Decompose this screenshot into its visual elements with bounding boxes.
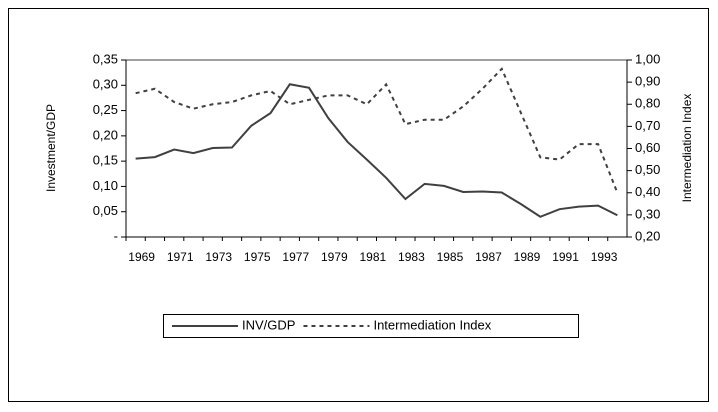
- y-tick-label: 0,05: [93, 203, 118, 218]
- series-line: [135, 67, 619, 194]
- x-tick-label: 1979: [321, 250, 348, 264]
- y-tick-label: -: [114, 228, 118, 243]
- x-tick-label: 1975: [244, 250, 271, 264]
- y2-axis-label: Intermediation Index: [680, 94, 694, 203]
- y-axis-label: Investment/GDP: [44, 104, 58, 192]
- x-tick-label: 1981: [360, 250, 387, 264]
- y2-tick-label: 0,30: [635, 206, 660, 221]
- x-tick-label: 1969: [128, 250, 155, 264]
- y2-tick-label: 0,90: [635, 74, 660, 89]
- y-tick-label: 0,30: [93, 77, 118, 92]
- y2-tick-label: 0,70: [635, 118, 660, 133]
- legend-box: [163, 314, 579, 338]
- x-tick-label: 1983: [398, 250, 425, 264]
- series-line: [135, 83, 618, 218]
- y-tick-label: 0,15: [93, 153, 118, 168]
- legend-label: INV/GDP: [242, 317, 295, 332]
- y2-tick-label: 1,00: [635, 51, 660, 66]
- y2-tick-label: 0,20: [635, 228, 660, 243]
- x-tick-label: 1973: [205, 250, 232, 264]
- y-tick-label: 0,25: [93, 102, 118, 117]
- y2-tick-label: 0,80: [635, 96, 660, 111]
- x-tick-label: 1987: [475, 250, 502, 264]
- y2-tick-label: 0,60: [635, 140, 660, 155]
- x-tick-label: 1989: [514, 250, 541, 264]
- legend-label: Intermediation Index: [373, 317, 491, 332]
- y-tick-label: 0,20: [93, 127, 118, 142]
- y-tick-label: 0,35: [93, 51, 118, 66]
- y2-tick-label: 0,40: [635, 184, 660, 199]
- x-tick-label: 1971: [167, 250, 194, 264]
- x-tick-label: 1977: [282, 250, 309, 264]
- x-tick-label: 1991: [552, 250, 579, 264]
- x-tick-label: 1985: [437, 250, 464, 264]
- x-tick-label: 1993: [591, 250, 618, 264]
- y-tick-label: 0,10: [93, 178, 118, 193]
- y2-tick-label: 0,50: [635, 162, 660, 177]
